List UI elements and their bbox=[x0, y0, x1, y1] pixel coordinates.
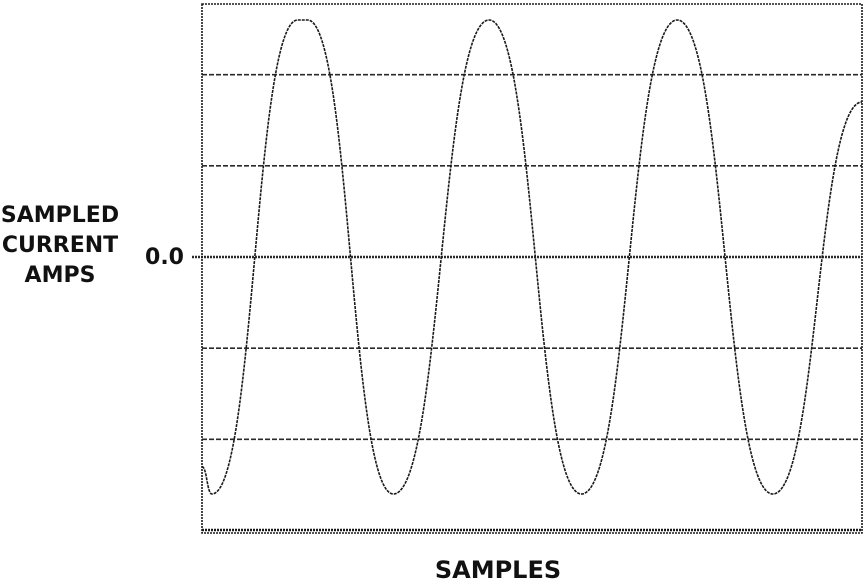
plot-frame bbox=[201, 3, 863, 534]
y-tick-label: 0.0 bbox=[145, 245, 184, 270]
x-axis-label: SAMPLES bbox=[435, 556, 561, 584]
y-axis-label-line-1: SAMPLED bbox=[1, 203, 119, 228]
y-axis-label-line-2: CURRENT bbox=[2, 233, 118, 258]
frame-layer bbox=[201, 3, 863, 534]
grid-layer bbox=[192, 73, 862, 441]
series-line bbox=[201, 19, 863, 495]
y-axis-label-line-3: AMPS bbox=[25, 263, 96, 288]
series-layer bbox=[201, 19, 863, 495]
